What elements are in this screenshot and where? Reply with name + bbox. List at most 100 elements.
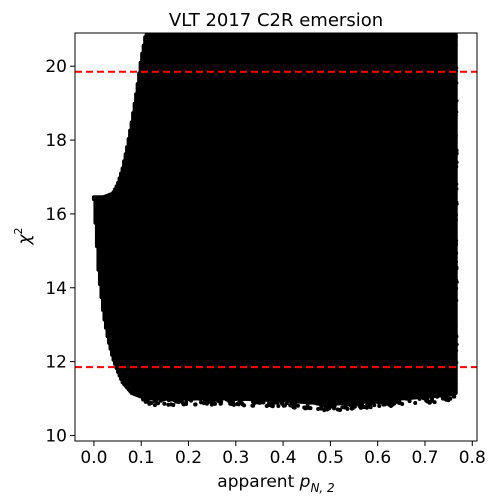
y-tick-label: 18	[45, 131, 67, 151]
data-point	[397, 400, 402, 405]
data-point	[241, 396, 246, 401]
y-tick-label: 20	[45, 57, 67, 77]
data-point	[154, 397, 159, 402]
data-point	[141, 397, 146, 402]
data-point	[233, 397, 238, 402]
data-point	[453, 387, 458, 391]
data-point	[435, 394, 440, 399]
data-point	[453, 155, 458, 159]
data-point	[282, 403, 287, 408]
data-point	[358, 405, 363, 410]
plot-frame	[74, 32, 478, 442]
x-tick-label: 0.5	[317, 448, 344, 468]
data-point	[293, 402, 298, 407]
data-point	[454, 218, 458, 222]
data-point	[413, 401, 418, 406]
data-point	[172, 398, 177, 403]
x-tick-label: 0.3	[222, 448, 249, 468]
data-point	[440, 396, 445, 401]
data-point	[161, 397, 166, 402]
data-point	[453, 264, 458, 268]
data-point	[211, 401, 216, 406]
data-point	[455, 200, 459, 204]
data-point	[378, 400, 383, 405]
data-point	[193, 402, 198, 407]
x-axis-label-prefix: apparent	[217, 472, 299, 492]
data-point	[279, 401, 284, 406]
data-point	[455, 148, 459, 152]
data-point	[388, 399, 393, 404]
data-point	[346, 401, 351, 406]
data-point	[318, 402, 323, 407]
data-point	[454, 93, 458, 97]
data-point	[427, 400, 432, 405]
data-point	[455, 342, 459, 347]
y-tick-label: 10	[45, 426, 67, 446]
data-point	[454, 177, 458, 181]
data-point	[303, 406, 308, 411]
data-point	[255, 400, 260, 405]
data-point	[454, 43, 458, 47]
y-axis: 10 12 14 16 18 20	[45, 57, 75, 446]
plot-area	[74, 32, 478, 442]
x-tick-label: 0.1	[128, 448, 155, 468]
data-point	[403, 396, 408, 401]
data-point	[238, 399, 243, 404]
data-point	[307, 400, 312, 405]
data-point	[316, 406, 321, 411]
data-point	[453, 33, 458, 36]
data-point	[372, 403, 377, 408]
data-point	[455, 110, 459, 114]
data-point	[455, 187, 459, 191]
data-point	[192, 396, 197, 401]
y-axis-label-sup: 2	[12, 227, 25, 234]
data-point	[197, 396, 202, 401]
data-point	[417, 396, 422, 401]
data-point	[454, 350, 458, 354]
x-tick-label: 0.8	[459, 448, 486, 468]
data-point	[218, 401, 223, 406]
data-point	[453, 372, 458, 376]
data-point	[451, 394, 456, 399]
data-point	[367, 399, 372, 404]
data-point	[454, 259, 458, 263]
data-point	[454, 238, 459, 243]
data-point	[152, 403, 157, 408]
data-point	[345, 406, 350, 411]
data-point	[147, 401, 152, 406]
data-point	[260, 398, 265, 403]
data-point	[184, 402, 189, 407]
data-point	[288, 403, 293, 408]
x-axis-label-var: p	[299, 472, 311, 492]
data-point	[275, 401, 280, 406]
data-point	[252, 399, 257, 404]
data-point	[455, 280, 459, 284]
x-axis-label: apparent pN, 2	[217, 472, 334, 495]
data-point	[327, 402, 332, 407]
data-point	[186, 397, 191, 402]
data-point	[454, 89, 458, 93]
data-point	[454, 134, 458, 138]
y-axis-label-var: χ	[15, 234, 35, 246]
data-point	[204, 399, 209, 404]
y-axis-label: χ2	[12, 227, 35, 245]
data-point	[407, 399, 412, 404]
x-tick-label: 0.0	[80, 448, 107, 468]
data-point	[337, 407, 342, 412]
data-point	[270, 403, 275, 408]
data-point	[453, 347, 458, 351]
data-point	[455, 182, 459, 186]
data-point	[162, 401, 167, 406]
data-point	[421, 396, 426, 401]
data-point	[453, 171, 458, 175]
data-point	[454, 130, 458, 134]
data-point	[242, 403, 247, 408]
data-point	[383, 400, 388, 405]
data-point	[454, 276, 458, 280]
data-point	[454, 251, 459, 255]
data-point	[360, 400, 365, 405]
x-tick-label: 0.7	[411, 448, 438, 468]
data-point	[455, 81, 459, 85]
data-points	[91, 33, 459, 413]
data-point	[454, 85, 458, 90]
